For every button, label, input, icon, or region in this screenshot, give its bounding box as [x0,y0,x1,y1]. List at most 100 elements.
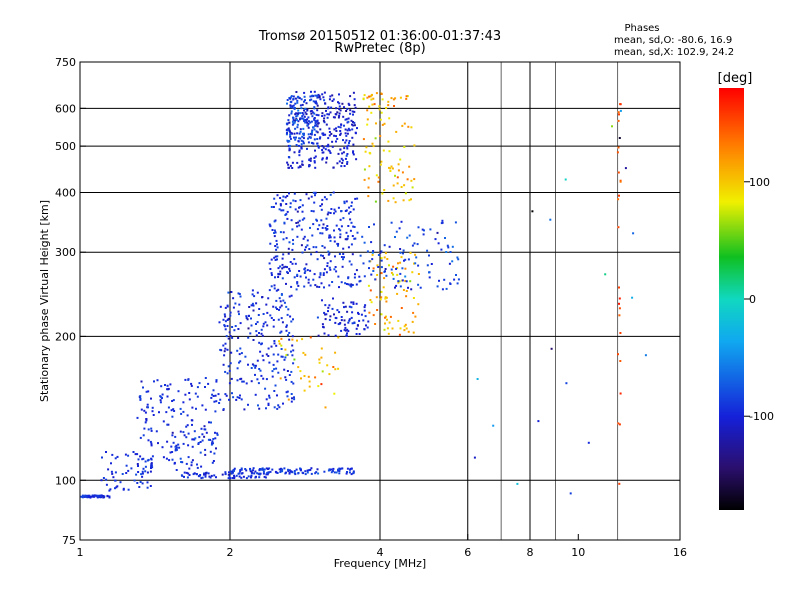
data-point [300,98,303,101]
data-point [144,421,147,424]
data-point [371,142,374,145]
data-point [372,314,375,317]
point-group [616,103,622,485]
data-point [294,102,297,105]
data-point [207,438,210,441]
data-point [348,319,351,322]
data-point [114,457,117,460]
data-point [309,159,312,162]
data-point [184,393,187,396]
data-point [185,436,188,439]
data-point [363,309,366,312]
data-point [321,93,324,96]
data-point [307,197,310,200]
data-point [276,194,279,197]
data-point [363,168,366,171]
data-point [248,306,251,308]
data-point [328,318,331,321]
data-point [139,395,142,398]
data-point [271,468,274,471]
data-point [277,371,280,374]
data-point [322,132,325,135]
data-point [448,262,451,265]
data-point [342,301,345,304]
data-point [342,139,344,142]
data-point [266,473,269,476]
data-point [337,367,340,370]
data-point [150,442,153,445]
point-group [316,297,370,337]
data-point [338,228,341,231]
data-point [352,91,355,94]
data-point [618,423,621,426]
data-point [244,468,247,470]
data-point [404,267,407,270]
data-point [338,108,341,111]
data-point [277,353,280,356]
data-point [417,226,420,229]
data-point [297,472,300,475]
data-point [339,133,342,136]
data-point [368,260,371,263]
data-point [322,326,325,329]
data-point [326,364,329,367]
data-point [191,445,194,448]
data-point [335,107,338,110]
data-point [268,467,271,470]
data-point [229,470,232,473]
data-point [338,311,341,314]
data-point [292,318,294,321]
data-point [316,316,319,319]
data-point [339,109,342,112]
data-point [296,132,299,135]
data-point [385,315,387,318]
data-point [310,112,313,115]
data-point [303,100,305,103]
data-point [287,334,289,337]
data-point [293,258,296,261]
data-point [617,198,620,201]
data-point [285,133,288,136]
data-point [321,112,324,115]
data-point [366,123,369,126]
data-point [143,409,146,412]
data-point [204,408,207,411]
data-point [273,406,276,409]
data-point [358,275,361,278]
data-point [267,472,270,474]
data-point [99,494,102,497]
data-point [137,465,139,467]
data-point [314,284,317,287]
data-point [335,270,338,273]
data-point [306,269,309,272]
data-point [139,397,142,400]
data-point [145,390,148,393]
data-point [339,132,342,135]
data-point [365,146,368,149]
data-point [405,97,408,100]
data-point [284,348,287,351]
data-point [347,120,350,123]
data-point [175,446,178,449]
data-point [372,250,375,252]
data-point [319,232,322,235]
data-point [286,266,288,269]
data-point [296,281,299,284]
data-point [300,145,303,148]
data-point [406,178,409,181]
data-point [179,407,182,410]
data-point [159,399,162,402]
data-point [345,139,348,142]
data-point [392,277,395,280]
data-point [182,442,185,445]
data-point [212,389,215,392]
data-point [319,273,322,276]
chart-title: Tromsø 20150512 01:36:00-01:37:43 [258,29,501,44]
data-point [281,277,284,280]
data-point [105,451,107,453]
data-point [391,167,394,170]
data-point [380,111,383,114]
data-point [240,467,243,470]
data-point [241,380,244,383]
data-point [344,118,347,121]
